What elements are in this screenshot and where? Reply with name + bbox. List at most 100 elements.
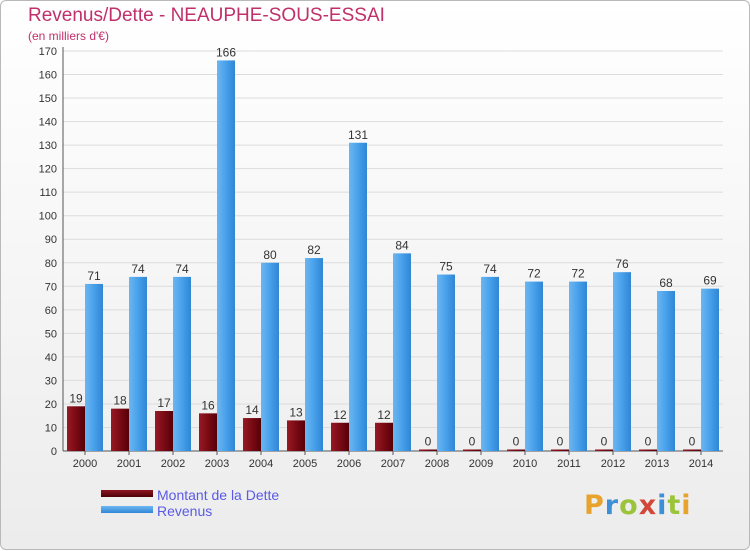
debt-bar <box>111 408 129 451</box>
x-tick-label: 2006 <box>337 458 361 470</box>
proxiti-logo: Proxiti <box>584 490 692 521</box>
debt-bar <box>199 413 217 451</box>
y-tick-label: 10 <box>45 422 57 434</box>
debt-bar <box>639 449 657 451</box>
x-tick-label: 2013 <box>645 458 669 470</box>
revenue-value-label: 166 <box>216 45 236 59</box>
debt-bar <box>551 449 569 451</box>
debt-value-label: 19 <box>69 391 83 405</box>
y-tick-label: 170 <box>39 46 57 58</box>
debt-bar <box>595 449 613 451</box>
revenue-value-label: 68 <box>659 276 673 290</box>
revenue-value-label: 131 <box>348 128 368 142</box>
y-tick-label: 80 <box>45 258 57 270</box>
y-tick-label: 140 <box>39 117 57 129</box>
y-tick-label: 110 <box>39 187 57 199</box>
revenue-bar <box>701 288 719 451</box>
debt-value-label: 0 <box>601 435 608 449</box>
revenue-value-label: 72 <box>527 267 541 281</box>
debt-value-label: 16 <box>201 398 215 412</box>
revenue-bar <box>85 283 103 451</box>
revenue-value-label: 74 <box>131 262 145 276</box>
logo-letter: t <box>667 490 682 521</box>
legend-label-revenue: Revenus <box>157 503 213 519</box>
x-tick-label: 2002 <box>161 458 185 470</box>
debt-bar <box>683 449 701 451</box>
logo-letter: P <box>584 490 605 521</box>
revenue-value-label: 84 <box>395 238 409 252</box>
y-tick-label: 90 <box>45 234 57 246</box>
x-tick-label: 2001 <box>117 458 141 470</box>
debt-bar <box>331 422 349 451</box>
debt-value-label: 0 <box>557 435 564 449</box>
debt-value-label: 0 <box>469 435 476 449</box>
revenue-value-label: 82 <box>307 243 321 257</box>
x-tick-label: 2003 <box>205 458 229 470</box>
debt-value-label: 12 <box>333 408 347 422</box>
debt-bar <box>155 411 173 451</box>
debt-bar <box>463 449 481 451</box>
debt-value-label: 12 <box>377 408 391 422</box>
legend-label-debt: Montant de la Dette <box>157 487 280 503</box>
revenue-bar <box>437 274 455 451</box>
debt-bar <box>419 449 437 451</box>
debt-bar <box>375 422 393 451</box>
debt-value-label: 18 <box>113 394 127 408</box>
logo-letter: i <box>657 490 668 521</box>
debt-bar <box>507 449 525 451</box>
debt-bar <box>243 418 261 451</box>
debt-value-label: 14 <box>245 403 259 417</box>
revenue-bar <box>129 276 147 451</box>
logo-letter: i <box>681 490 692 521</box>
x-tick-label: 2012 <box>601 458 625 470</box>
revenue-bar <box>613 272 631 451</box>
x-tick-label: 2010 <box>513 458 537 470</box>
chart-subtitle: (en milliers d'€) <box>28 29 109 43</box>
x-tick-label: 2009 <box>469 458 493 470</box>
revenue-bar <box>305 258 323 451</box>
chart-title: Revenus/Dette - NEAUPHE-SOUS-ESSAI <box>28 5 385 26</box>
revenue-bar <box>481 276 499 451</box>
y-tick-label: 50 <box>45 328 57 340</box>
revenue-bar <box>657 291 675 451</box>
y-tick-label: 160 <box>39 70 57 82</box>
debt-value-label: 0 <box>689 435 696 449</box>
y-tick-label: 150 <box>39 93 57 105</box>
revenue-value-label: 80 <box>263 248 277 262</box>
y-tick-label: 100 <box>39 211 57 223</box>
y-tick-label: 130 <box>39 140 57 152</box>
revenue-value-label: 71 <box>87 269 101 283</box>
revenue-bar <box>261 262 279 451</box>
debt-value-label: 17 <box>157 396 171 410</box>
x-tick-label: 2011 <box>557 458 581 470</box>
x-tick-label: 2008 <box>425 458 449 470</box>
x-tick-label: 2005 <box>293 458 317 470</box>
y-tick-label: 20 <box>45 399 57 411</box>
legend-swatch-revenue <box>101 506 153 513</box>
y-tick-label: 120 <box>39 164 57 176</box>
x-tick-label: 2000 <box>73 458 97 470</box>
y-tick-label: 60 <box>45 305 57 317</box>
x-tick-label: 2014 <box>689 458 713 470</box>
revenue-value-label: 75 <box>439 260 453 274</box>
x-tick-label: 2007 <box>381 458 405 470</box>
debt-value-label: 0 <box>645 435 652 449</box>
y-tick-label: 0 <box>51 446 57 458</box>
revenue-bar <box>349 142 367 451</box>
revenue-value-label: 74 <box>483 262 497 276</box>
debt-value-label: 13 <box>289 405 303 419</box>
revenue-value-label: 74 <box>175 262 189 276</box>
revenue-value-label: 76 <box>615 257 629 271</box>
debt-bar <box>67 406 85 451</box>
revenue-value-label: 69 <box>703 274 717 288</box>
y-tick-label: 70 <box>45 281 57 293</box>
y-tick-label: 30 <box>45 375 57 387</box>
logo-letter: x <box>638 490 658 521</box>
revenue-bar <box>525 281 543 451</box>
revenue-bar <box>217 60 235 451</box>
debt-value-label: 0 <box>513 435 520 449</box>
logo-letter: r <box>604 490 620 521</box>
revenue-bar <box>393 253 411 451</box>
